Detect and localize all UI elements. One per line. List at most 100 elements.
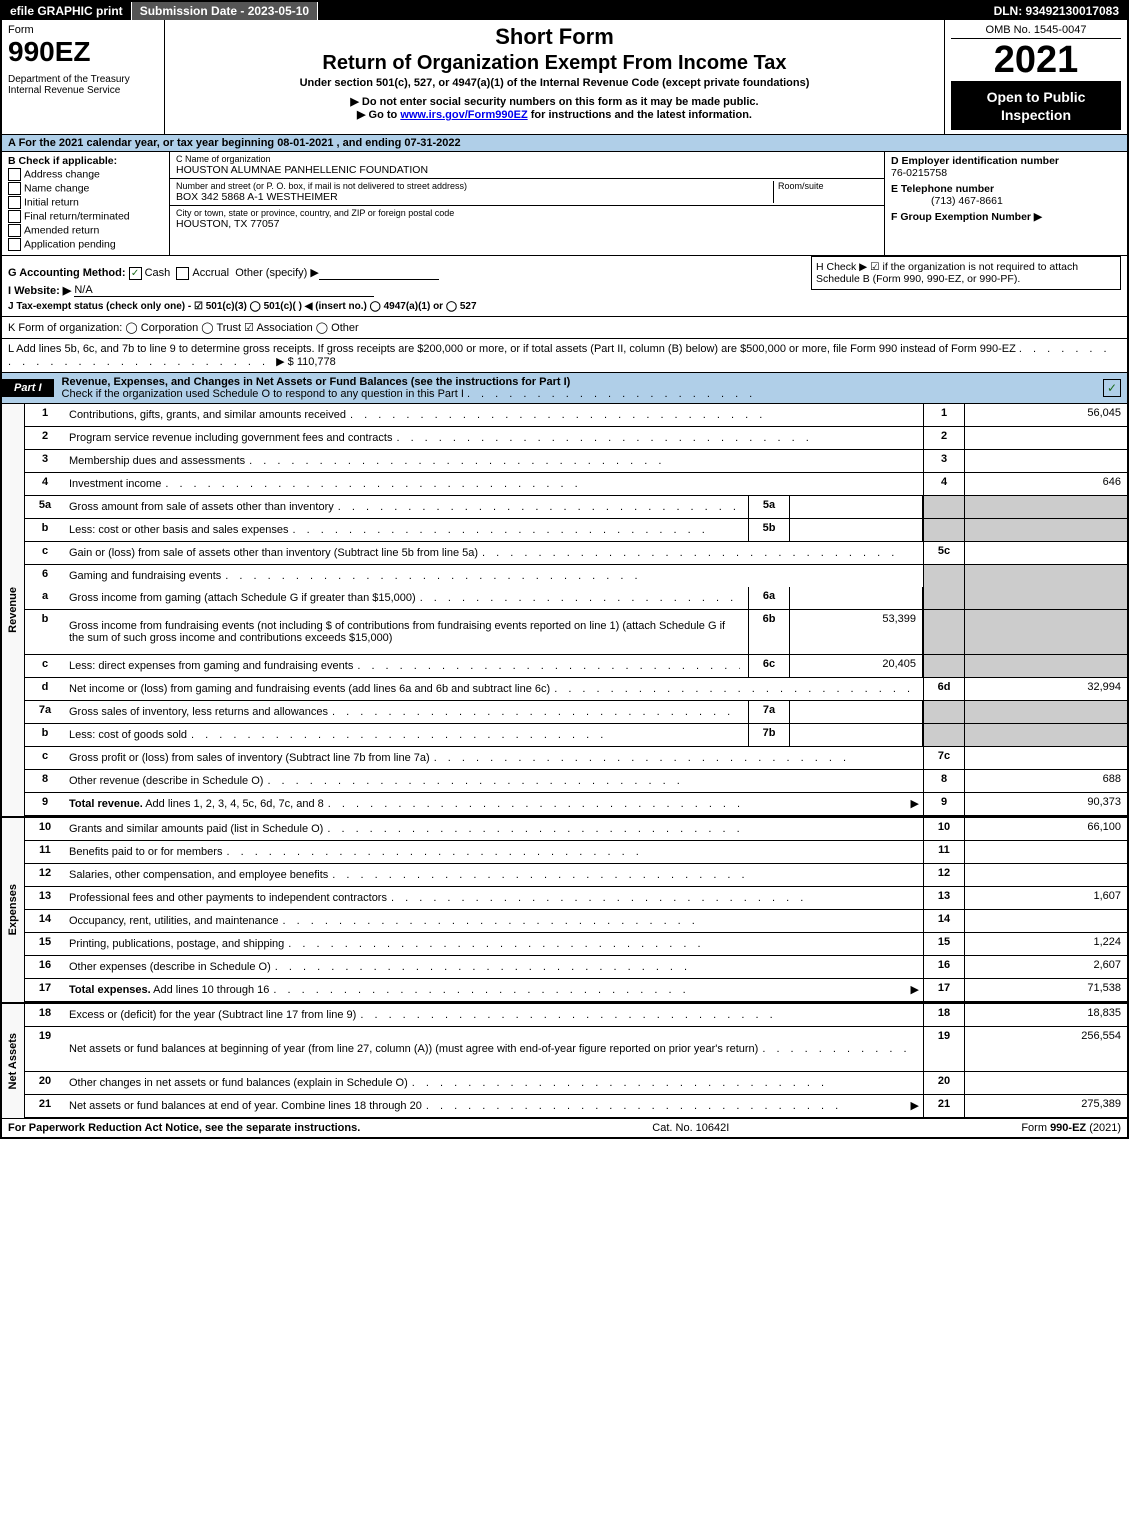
checkbox-final-return-terminated[interactable]: Final return/terminated <box>8 210 163 223</box>
mid-num: 6c <box>748 655 790 677</box>
checkbox-application-pending[interactable]: Application pending <box>8 238 163 251</box>
checkbox-name-change[interactable]: Name change <box>8 182 163 195</box>
row-num: 17 <box>25 979 65 1001</box>
row-desc: Net income or (loss) from gaming and fun… <box>65 678 923 700</box>
table-row: 10Grants and similar amounts paid (list … <box>25 818 1127 841</box>
short-form: Short Form <box>171 24 938 50</box>
row-desc: Total revenue. Add lines 1, 2, 3, 4, 5c,… <box>65 793 923 815</box>
omb: OMB No. 1545-0047 <box>951 24 1121 39</box>
right-val <box>964 496 1127 518</box>
row-num: b <box>25 724 65 746</box>
row-a: A For the 2021 calendar year, or tax yea… <box>2 135 1127 152</box>
row-num: 18 <box>25 1004 65 1026</box>
right-val: 1,224 <box>964 933 1127 955</box>
right-num <box>923 724 964 746</box>
table-row: 12Salaries, other compensation, and empl… <box>25 864 1127 887</box>
j-line: J Tax-exempt status (check only one) - ☑… <box>8 301 477 312</box>
sub3-pre: ▶ Go to <box>357 109 400 121</box>
part1-sub: Check if the organization used Schedule … <box>62 388 464 400</box>
mid-num: 7a <box>748 701 790 723</box>
form-title: Return of Organization Exempt From Incom… <box>171 52 938 75</box>
right-val: 256,554 <box>964 1027 1127 1071</box>
right-val <box>964 655 1127 677</box>
line-k: K Form of organization: ◯ Corporation ◯ … <box>2 316 1127 338</box>
website-lbl: I Website: ▶ <box>8 285 71 297</box>
checkbox-amended-return[interactable]: Amended return <box>8 224 163 237</box>
cash-checkbox[interactable]: ✓ <box>129 267 142 280</box>
cash-lbl: Cash <box>145 267 171 279</box>
row-num: 1 <box>25 404 65 426</box>
form-container: efile GRAPHIC print Submission Date - 20… <box>0 0 1129 1139</box>
table-row: 9Total revenue. Add lines 1, 2, 3, 4, 5c… <box>25 793 1127 816</box>
right-num: 2 <box>923 427 964 449</box>
irs-link[interactable]: www.irs.gov/Form990EZ <box>400 109 527 121</box>
right-num <box>923 701 964 723</box>
table-row: 20Other changes in net assets or fund ba… <box>25 1072 1127 1095</box>
right-num: 8 <box>923 770 964 792</box>
accrual-checkbox[interactable] <box>176 267 189 280</box>
right-num <box>923 610 964 654</box>
accrual-lbl: Accrual <box>192 267 229 279</box>
street-lbl: Number and street (or P. O. box, if mail… <box>176 181 773 191</box>
table-row: 3Membership dues and assessments . . . .… <box>25 450 1127 473</box>
row-num: 4 <box>25 473 65 495</box>
header: Form 990EZ Department of the Treasury In… <box>2 20 1127 135</box>
arrow-icon: ▶ <box>911 797 919 810</box>
checkbox-initial-return[interactable]: Initial return <box>8 196 163 209</box>
right-val <box>964 701 1127 723</box>
row-num: 14 <box>25 910 65 932</box>
right-num: 16 <box>923 956 964 978</box>
top-bar: efile GRAPHIC print Submission Date - 20… <box>2 2 1127 20</box>
info-grid: B Check if applicable: Address changeNam… <box>2 152 1127 256</box>
row-num: 2 <box>25 427 65 449</box>
row-num: 9 <box>25 793 65 815</box>
row-desc: Less: cost or other basis and sales expe… <box>65 519 748 541</box>
right-val: 56,045 <box>964 404 1127 426</box>
table-row: 17Total expenses. Add lines 10 through 1… <box>25 979 1127 1002</box>
row-num: 19 <box>25 1027 65 1071</box>
table-row: 18Excess or (deficit) for the year (Subt… <box>25 1004 1127 1027</box>
name-lbl: C Name of organization <box>176 154 878 164</box>
right-num <box>923 565 964 587</box>
row-num: 20 <box>25 1072 65 1094</box>
arrow-icon: ▶ <box>911 1099 919 1112</box>
right-num: 14 <box>923 910 964 932</box>
right-val <box>964 427 1127 449</box>
table-row: cGain or (loss) from sale of assets othe… <box>25 542 1127 565</box>
row-a-text: A For the 2021 calendar year, or tax yea… <box>8 137 461 149</box>
right-num: 3 <box>923 450 964 472</box>
other-input[interactable] <box>319 279 439 280</box>
part1-checkbox[interactable]: ✓ <box>1103 379 1121 397</box>
col-c: C Name of organization HOUSTON ALUMNAE P… <box>170 152 885 255</box>
table-row: aGross income from gaming (attach Schedu… <box>25 587 1127 610</box>
right-val <box>964 1072 1127 1094</box>
l-text: L Add lines 5b, 6c, and 7b to line 9 to … <box>8 343 1016 355</box>
checkbox-address-change[interactable]: Address change <box>8 168 163 181</box>
row-desc: Gross profit or (loss) from sales of inv… <box>65 747 923 769</box>
city-lbl: City or town, state or province, country… <box>176 208 878 218</box>
dln: DLN: 93492130017083 <box>986 2 1127 20</box>
mid-val: 53,399 <box>790 610 923 654</box>
right-num: 10 <box>923 818 964 840</box>
table-row: 7aGross sales of inventory, less returns… <box>25 701 1127 724</box>
row-num: a <box>25 587 65 609</box>
right-num: 21 <box>923 1095 964 1117</box>
accounting-method-lbl: G Accounting Method: <box>8 267 126 279</box>
row-desc: Gain or (loss) from sale of assets other… <box>65 542 923 564</box>
right-val: 2,607 <box>964 956 1127 978</box>
right-num: 19 <box>923 1027 964 1071</box>
mid-num: 6b <box>748 610 790 654</box>
row-num: 5a <box>25 496 65 518</box>
line-l: L Add lines 5b, 6c, and 7b to line 9 to … <box>2 338 1127 372</box>
l-amount: ▶ $ 110,778 <box>276 356 336 368</box>
row-desc: Contributions, gifts, grants, and simila… <box>65 404 923 426</box>
right-val: 66,100 <box>964 818 1127 840</box>
mid-num: 5a <box>748 496 790 518</box>
table-row: 1Contributions, gifts, grants, and simil… <box>25 404 1127 427</box>
row-num: 13 <box>25 887 65 909</box>
table-row: 2Program service revenue including gover… <box>25 427 1127 450</box>
right-val <box>964 450 1127 472</box>
row-desc: Benefits paid to or for members . . . . … <box>65 841 923 863</box>
right-num: 12 <box>923 864 964 886</box>
org-name: HOUSTON ALUMNAE PANHELLENIC FOUNDATION <box>176 164 878 176</box>
